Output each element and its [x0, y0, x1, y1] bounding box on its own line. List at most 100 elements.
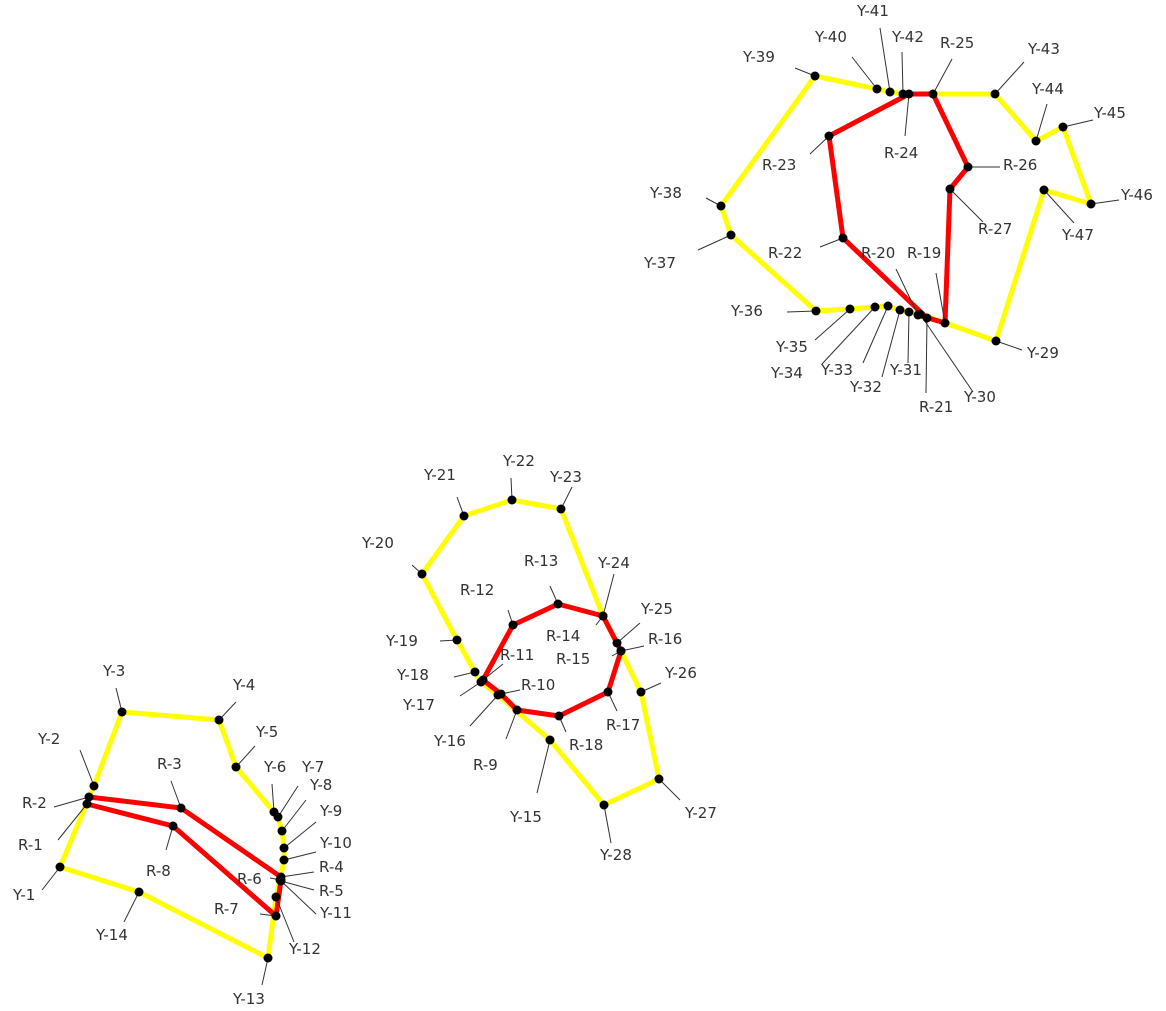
leader-line-r-19: [935, 272, 946, 324]
vertex-r-9: [512, 705, 522, 715]
vertex-y-19: [452, 635, 462, 645]
vertex-label-y-33: Y-33: [820, 361, 853, 379]
vertex-r-8: [168, 821, 178, 831]
vertex-label-r-20: R-20: [861, 244, 895, 262]
red-polygon-3: [826, 91, 971, 326]
vertex-label-y-14: Y-14: [95, 926, 128, 944]
leader-line-y-33: [862, 305, 889, 364]
vertex-r-12: [508, 620, 518, 630]
vertex-r-3: [176, 803, 186, 813]
vertex-label-r-19: R-19: [907, 244, 941, 262]
vertex-r-25: [928, 89, 938, 99]
vertex-r-18: [554, 711, 564, 721]
leader-line-r-27: [949, 188, 984, 223]
vertex-y-45: [1058, 122, 1068, 132]
leader-line-r-24: [904, 93, 910, 137]
vertex-label-r-26: R-26: [1003, 156, 1037, 174]
vertex-label-y-44: Y-44: [1031, 80, 1064, 98]
leader-line-y-11: [279, 879, 317, 915]
vertex-r-23: [824, 131, 834, 141]
leader-line-y-35: [814, 308, 851, 341]
vertex-label-y-1: Y-1: [12, 886, 35, 904]
leader-line-r-2: [53, 796, 90, 808]
vertex-label-y-17: Y-17: [402, 696, 435, 714]
leader-line-y-15: [536, 739, 551, 794]
leader-line-y-14: [123, 891, 140, 923]
vertex-r-16: [616, 646, 626, 656]
leader-line-y-44: [1035, 103, 1048, 142]
leader-line-y-30: [919, 313, 974, 393]
vertex-r-10: [496, 689, 506, 699]
vertex-label-r-15: R-15: [556, 650, 590, 668]
vertex-y-40: [872, 84, 882, 94]
leader-line-y-8: [281, 799, 307, 832]
vertex-label-r-18: R-18: [569, 736, 603, 754]
vertex-label-r-27: R-27: [978, 220, 1012, 238]
leader-line-r-3: [170, 780, 182, 809]
leader-line-y-24: [602, 573, 615, 617]
vertex-label-r-12: R-12: [460, 581, 494, 599]
vertex-label-r-14: R-14: [546, 627, 580, 645]
vertex-r-6: [276, 875, 286, 885]
vertex-label-y-40: Y-40: [814, 28, 847, 46]
label-layer: Y-1 Y-2 Y-3 Y-4 Y-5 Y-6 Y-7Y-8 Y-9 Y-10 Y-11 Y-12 Y…: [12, 2, 1153, 1008]
leader-line-y-32: [881, 309, 901, 378]
leader-line-y-41: [879, 27, 891, 93]
vertex-label-r-9: R-9: [473, 756, 498, 774]
vertex-label-y-5: Y-5: [255, 723, 278, 741]
vertex-label-y-36: Y-36: [730, 302, 763, 320]
leader-line-y-13: [261, 957, 269, 986]
vertex-label-y-27: Y-27: [684, 804, 717, 822]
vertex-label-r-2: R-2: [22, 794, 47, 812]
vertex-y-35: [845, 304, 855, 314]
leader-line-layer: [41, 27, 1120, 986]
vertex-label-y-6: Y-6: [263, 758, 286, 776]
vertex-r-14: [598, 611, 608, 621]
vertex-r-11: [478, 675, 488, 685]
vertex-label-r-23: R-23: [762, 156, 796, 174]
vertex-y-23: [556, 504, 566, 514]
vertex-label-y-21: Y-21: [423, 466, 456, 484]
vertex-y-13: [263, 953, 273, 963]
vertex-y-41: [885, 87, 895, 97]
vertex-label-y-35: Y-35: [775, 338, 808, 356]
vertex-y-22: [507, 495, 517, 505]
vertex-label-r-3: R-3: [157, 755, 182, 773]
vertex-label-y-2: Y-2: [37, 730, 60, 748]
vertex-label-y-26: Y-26: [664, 664, 697, 682]
leader-line-y-28: [603, 804, 612, 844]
vertex-label-r-11: R-11: [500, 646, 534, 664]
vertex-y-2: [89, 781, 99, 791]
vertex-y-34: [870, 302, 880, 312]
vertex-label-y-29: Y-29: [1026, 344, 1059, 362]
vertex-y-31: [904, 307, 914, 317]
leader-line-y-6: [271, 783, 275, 813]
vertex-r-27: [945, 184, 955, 194]
vertex-y-7: [273, 812, 283, 822]
leader-line-y-47: [1043, 189, 1075, 224]
vertex-r-22: [838, 233, 848, 243]
leader-line-y-36: [786, 310, 817, 313]
vertex-label-r-24: R-24: [884, 144, 918, 162]
vertex-label-y-8: Y-8: [309, 776, 332, 794]
vertex-label-r-21: R-21: [919, 398, 953, 416]
vertex-label-r-22: R-22: [768, 244, 802, 262]
vertex-y-39: [810, 71, 820, 81]
vertex-label-y-4: Y-4: [232, 676, 255, 694]
vertex-label-y-10: Y-10: [319, 834, 352, 852]
vertex-y-15: [545, 735, 555, 745]
vertex-label-y-39: Y-39: [742, 48, 775, 66]
red-polygon-2: [480, 601, 624, 719]
leader-line-r-20: [895, 268, 919, 316]
vertex-label-y-20: Y-20: [361, 534, 394, 552]
vertex-r-2: [84, 792, 94, 802]
vertex-y-1: [55, 862, 65, 872]
vertex-label-y-43: Y-43: [1027, 40, 1060, 58]
vertex-label-y-37: Y-37: [643, 254, 676, 272]
vertex-r-21: [922, 313, 932, 323]
leader-line-y-34: [821, 306, 876, 365]
vertex-y-46: [1086, 199, 1096, 209]
vertex-y-47: [1039, 185, 1049, 195]
vertex-label-r-4: R-4: [319, 858, 344, 876]
vertex-r-13: [553, 599, 563, 609]
